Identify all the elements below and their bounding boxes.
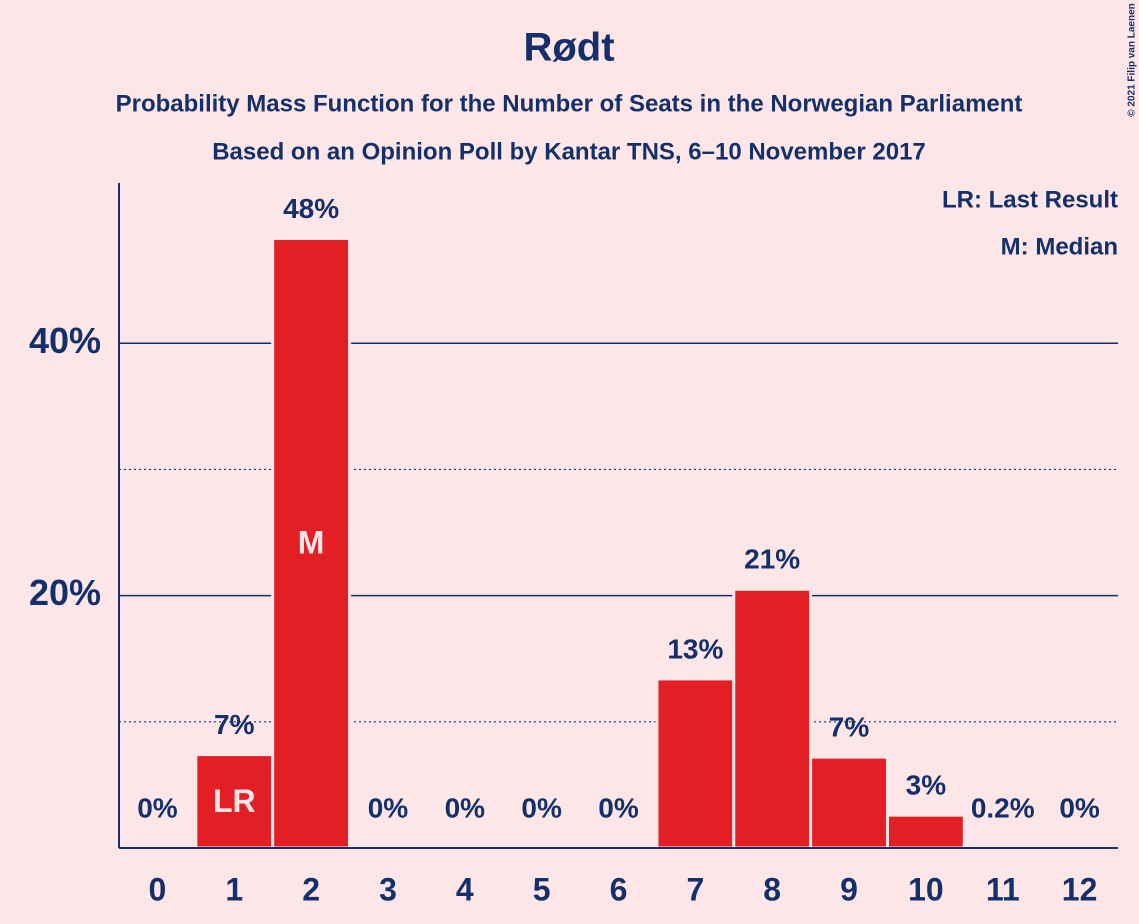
- x-tick-label: 7: [686, 871, 704, 907]
- value-label: 13%: [667, 633, 723, 664]
- chart-subtitle: Probability Mass Function for the Number…: [116, 90, 1023, 117]
- y-tick-label: 20%: [29, 572, 101, 613]
- value-label: 0%: [445, 792, 486, 823]
- x-tick-label: 9: [840, 871, 858, 907]
- bar: [655, 677, 736, 850]
- x-tick-label: 2: [302, 871, 320, 907]
- value-label: 48%: [283, 193, 339, 224]
- x-tick-label: 3: [379, 871, 397, 907]
- value-label: 0%: [598, 792, 639, 823]
- chart-title: Rødt: [523, 26, 614, 70]
- x-tick-label: 5: [533, 871, 551, 907]
- copyright: © 2021 Filip van Laenen: [1127, 3, 1138, 117]
- value-label: 0.2%: [971, 792, 1035, 823]
- bar: [809, 755, 889, 850]
- annotation: M: [298, 525, 325, 561]
- chart-subtitle: Based on an Opinion Poll by Kantar TNS, …: [212, 138, 926, 165]
- x-tick-label: 12: [1062, 871, 1098, 907]
- legend-entry: M: Median: [1001, 233, 1118, 260]
- value-label: 0%: [521, 792, 562, 823]
- legend-entry: LR: Last Result: [942, 186, 1118, 213]
- value-label: 7%: [214, 709, 255, 740]
- value-label: 7%: [829, 712, 870, 743]
- annotation: LR: [213, 783, 256, 819]
- x-tick-label: 11: [986, 871, 1020, 907]
- value-label: 0%: [368, 792, 409, 823]
- bar: [732, 587, 813, 850]
- x-tick-label: 1: [225, 871, 243, 907]
- x-tick-label: 6: [610, 871, 628, 907]
- value-label: 3%: [906, 770, 947, 801]
- value-label: 0%: [137, 792, 178, 823]
- value-label: 21%: [744, 544, 800, 575]
- bar: [271, 237, 352, 850]
- x-tick-label: 8: [763, 871, 781, 907]
- bar: [885, 813, 966, 850]
- y-tick-label: 40%: [29, 320, 101, 361]
- x-tick-label: 0: [149, 871, 167, 907]
- x-tick-label: 4: [456, 871, 474, 907]
- value-label: 0%: [1059, 792, 1100, 823]
- x-tick-label: 10: [908, 871, 944, 907]
